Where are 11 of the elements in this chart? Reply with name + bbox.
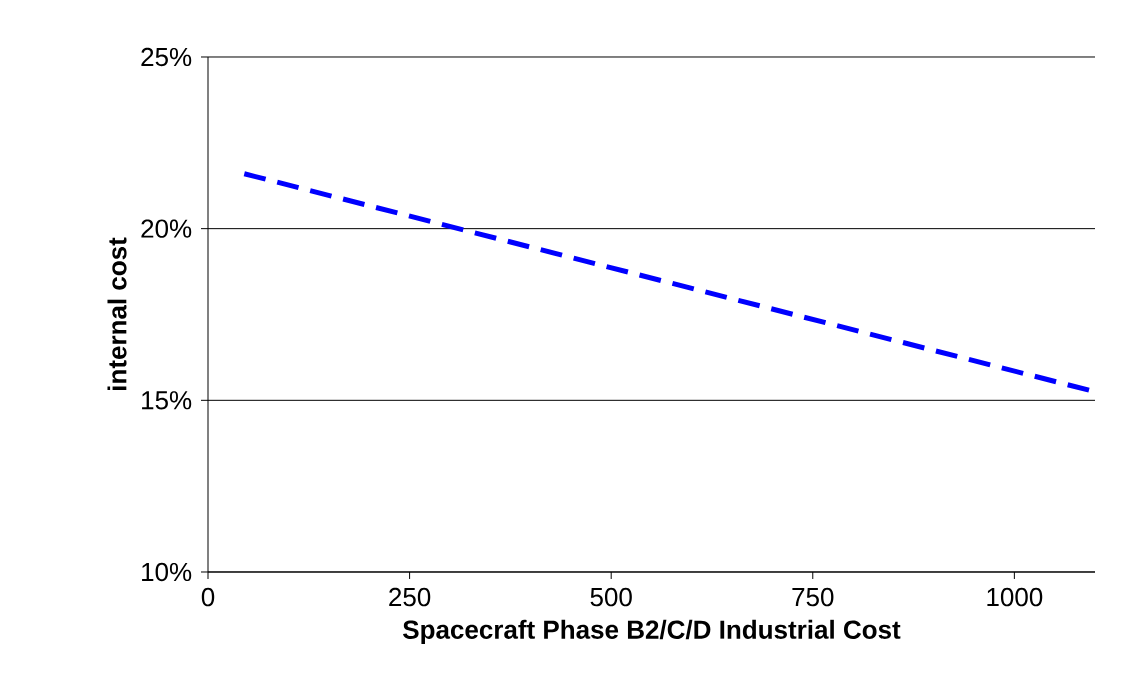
x-tick-label: 250 [389,587,431,607]
x-tick-label: 0 [201,587,215,607]
x-axis-title: Spacecraft Phase B2/C/D Industrial Cost [403,619,901,645]
y-tick-label: 20% [141,219,192,238]
y-tick-label: 25% [141,47,192,67]
x-tick-label: 500 [590,587,632,607]
y-tick-label: 10% [142,562,192,582]
y-tick-label: 15% [142,391,192,410]
x-tick-label: 750 [792,587,834,607]
y-axis-title: internal cost [107,237,127,390]
x-tick-label: 1000 [987,587,1043,607]
